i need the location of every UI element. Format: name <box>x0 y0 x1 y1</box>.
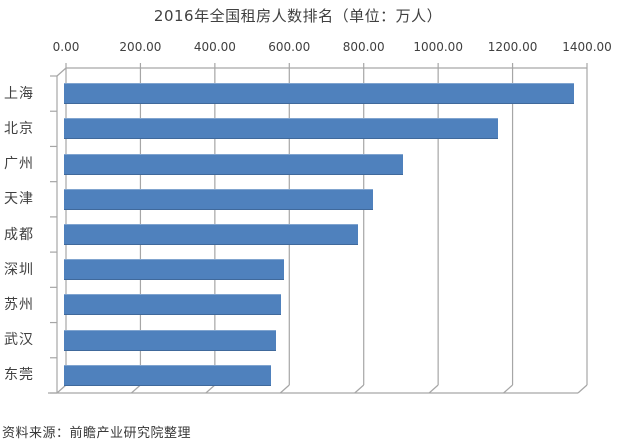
gridline-foot-4 <box>354 384 365 394</box>
bar-1 <box>64 118 498 140</box>
gridline-foot-5 <box>428 384 439 394</box>
x-tick-label-2: 400.00 <box>193 40 236 54</box>
source-note: 资料来源：前瞻产业研究院整理 <box>2 426 192 441</box>
bar-4 <box>64 224 358 245</box>
bar-5 <box>64 259 284 281</box>
bar-3 <box>64 188 373 210</box>
x-tick-label-0: 0.00 <box>52 40 80 54</box>
chart-title: 2016年全国租房人数排名（单位：万人） <box>153 7 443 25</box>
gridline-foot-2 <box>205 384 216 394</box>
bar-0 <box>64 83 574 105</box>
category-label-6: 苏州 <box>4 296 34 313</box>
gridline-foot-0 <box>56 384 67 394</box>
category-label-2: 广州 <box>4 156 34 173</box>
gridline-foot-3 <box>279 384 290 394</box>
x-tick-label-4: 800.00 <box>342 40 385 54</box>
gridline-foot-1 <box>131 384 141 394</box>
x-tick-label-5: 1000.00 <box>413 40 463 54</box>
category-label-5: 深圳 <box>4 261 34 278</box>
category-label-1: 北京 <box>4 120 34 137</box>
bar-2 <box>64 153 403 175</box>
category-label-7: 武汉 <box>4 332 34 349</box>
bar-6 <box>64 294 281 316</box>
category-label-4: 成都 <box>4 226 34 243</box>
gridline-foot-7 <box>577 384 588 394</box>
x-tick-label-1: 200.00 <box>119 40 162 54</box>
gridline-foot-6 <box>503 384 513 394</box>
category-label-8: 东莞 <box>4 367 34 384</box>
top-left-depth-edge <box>56 67 67 77</box>
category-label-0: 上海 <box>4 85 34 102</box>
bar-8 <box>64 364 271 386</box>
bar-7 <box>64 329 276 351</box>
category-label-3: 天津 <box>4 191 34 208</box>
x-tick-label-6: 1200.00 <box>487 40 538 54</box>
x-tick-label-3: 600.00 <box>268 40 311 54</box>
x-tick-label-7: 1400.00 <box>562 40 612 54</box>
